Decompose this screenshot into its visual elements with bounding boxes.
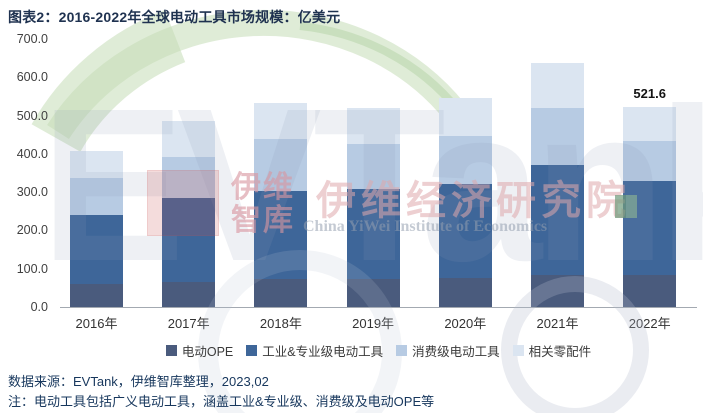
y-axis-tick-label: 200.0 (16, 223, 48, 238)
bar-segment-电动OPE (623, 275, 677, 307)
yiwei-logo-watermark-text: 伊维 智库 (226, 171, 300, 237)
bar-segment-相关零配件 (70, 151, 123, 179)
chart-legend: 电动OPE 工业&专业级电动工具 消费级电动工具 相关零配件 (60, 341, 697, 359)
bar-segment-相关零配件 (346, 108, 400, 144)
bar-segment-电动OPE (531, 275, 584, 307)
x-axis-label-2016年: 2016年 (75, 316, 118, 331)
legend-item-相关零配件: 相关零配件 (512, 341, 592, 360)
bar-segment-工业&专业级电动工具 (254, 191, 308, 279)
legend-swatch (512, 344, 524, 356)
x-axis-label-2019年: 2019年 (352, 316, 395, 331)
evtank-watermark-text: EVTank (40, 64, 703, 307)
bar-segment-工业&专业级电动工具 (70, 215, 123, 284)
bar-segment-消费级电动工具 (254, 138, 308, 192)
bar-segment-相关零配件 (254, 103, 308, 139)
cn-institute-watermark: 伊维经济研究院 (316, 179, 631, 223)
bar-segment-工业&专业级电动工具 (531, 164, 584, 276)
x-axis-label-2021年: 2021年 (536, 316, 579, 331)
legend-label: 电动OPE (181, 344, 234, 359)
bar-stack-2020年 (438, 97, 492, 307)
en-institute-watermark: China YiWei Institute of Economics (303, 218, 548, 235)
yiwei-logo-watermark (147, 170, 219, 236)
bar-segment-电动OPE (70, 283, 123, 307)
y-axis-tick-label: 700.0 (16, 32, 48, 46)
y-axis-tick-label: 500.0 (16, 108, 48, 123)
bar-segment-消费级电动工具 (346, 143, 400, 190)
y-axis-tick-label: 300.0 (16, 185, 48, 200)
bar-segment-工业&专业级电动工具 (346, 189, 400, 279)
legend-swatch (396, 344, 408, 356)
bar-segment-消费级电动工具 (531, 107, 584, 165)
legend-label: 消费级电动工具 (412, 344, 500, 359)
legend-item-电动OPE: 电动OPE (165, 341, 234, 360)
bar-stack-2016年 (70, 151, 123, 307)
y-axis-tick-label: 600.0 (16, 70, 48, 85)
bar-stack-2022年 (623, 107, 677, 307)
bar-segment-相关零配件 (531, 63, 584, 108)
green-square-watermark (615, 195, 637, 218)
legend-swatch (246, 344, 258, 356)
source-note: 数据来源：EVTank，伊维智库整理，2023,02 (8, 374, 269, 389)
bar-stack-2017年 (162, 120, 216, 307)
legend-item-工业&专业级电动工具: 工业&专业级电动工具 (246, 341, 383, 360)
x-axis-label-2022年: 2022年 (628, 316, 671, 331)
total-data-label: 521.6 (633, 86, 666, 102)
bar-segment-消费级电动工具 (70, 178, 123, 216)
bar-stack-2019年 (346, 108, 400, 307)
bar-segment-电动OPE (162, 282, 216, 307)
logo-line1: 伊维 (231, 171, 295, 204)
y-axis-tick-label: 100.0 (16, 261, 48, 276)
x-axis-label-2018年: 2018年 (259, 316, 302, 331)
bar-segment-相关零配件 (623, 107, 677, 142)
bar-segment-电动OPE (254, 278, 308, 307)
x-axis-label-2017年: 2017年 (167, 316, 210, 331)
bar-stack-2018年 (254, 103, 308, 307)
x-axis-label-2020年: 2020年 (444, 316, 487, 331)
page-title: 图表2：2016-2022年全球电动工具市场规模：亿美元 (8, 9, 341, 25)
bar-segment-工业&专业级电动工具 (623, 181, 677, 276)
x-axis-line (60, 307, 697, 308)
legend-label: 工业&专业级电动工具 (262, 344, 384, 359)
bar-segment-消费级电动工具 (438, 135, 492, 185)
y-axis-tick-label: 400.0 (16, 146, 48, 161)
bar-segment-工业&专业级电动工具 (438, 184, 492, 278)
logo-line2: 智库 (231, 204, 295, 237)
bar-segment-消费级电动工具 (162, 156, 216, 199)
definition-note: 注：电动工具包括广义电动工具，涵盖工业&专业级、消费级及电动OPE等 (8, 394, 435, 409)
y-axis-tick-label: 0.0 (30, 300, 48, 314)
bar-stack-2021年 (531, 63, 584, 307)
bar-segment-消费级电动工具 (623, 141, 677, 182)
bar-segment-相关零配件 (438, 97, 492, 136)
bar-segment-电动OPE (438, 277, 492, 307)
bar-segment-电动OPE (346, 278, 400, 307)
green-square-dark-part (615, 195, 626, 218)
bar-segment-工业&专业级电动工具 (162, 198, 216, 283)
legend-label: 相关零配件 (528, 344, 592, 359)
legend-swatch (165, 344, 177, 356)
bar-segment-相关零配件 (162, 120, 216, 157)
legend-item-消费级电动工具: 消费级电动工具 (396, 341, 500, 360)
